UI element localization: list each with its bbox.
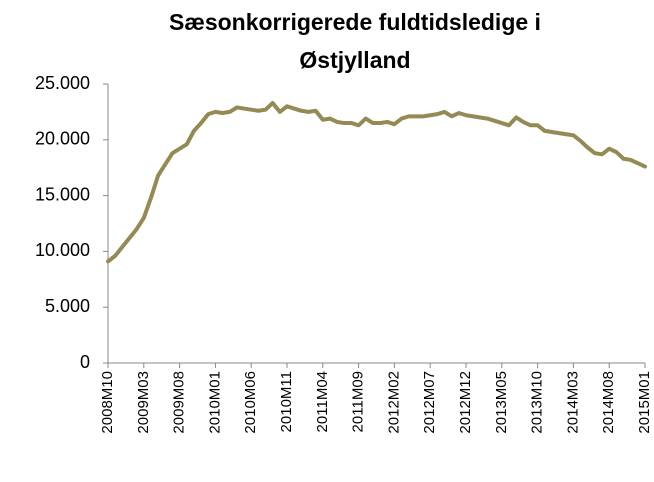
x-tick-label: 2012M02 [385, 371, 402, 434]
x-tick-label: 2011M04 [314, 371, 331, 432]
x-tick-label: 2010M11 [278, 371, 295, 432]
x-tick-label: 2010M01 [206, 371, 223, 434]
chart-title: Sæsonkorrigerede fuldtidsledige i [169, 9, 541, 35]
y-tick-label: 20.000 [35, 129, 90, 149]
y-tick-label: 15.000 [35, 184, 90, 204]
x-tick-label: 2009M08 [171, 371, 188, 434]
y-tick-label: 10.000 [35, 240, 90, 260]
x-tick-label: 2013M10 [529, 371, 546, 434]
x-tick-label: 2009M03 [135, 371, 152, 434]
y-tick-label: 5.000 [45, 296, 90, 316]
x-tick-label: 2010M06 [242, 371, 259, 434]
chart-title: Østjylland [299, 47, 410, 73]
x-tick-label: 2011M09 [350, 371, 367, 432]
x-tick-label: 2014M03 [564, 371, 581, 434]
y-tick-label: 0 [80, 352, 90, 372]
x-tick-label: 2015M01 [636, 371, 653, 434]
x-tick-label: 2012M12 [457, 371, 474, 434]
x-tick-label: 2008M10 [99, 371, 116, 434]
y-tick-label: 25.000 [35, 73, 90, 93]
line-series [106, 100, 647, 264]
x-tick-label: 2012M07 [421, 371, 438, 434]
x-tick-label: 2013M05 [493, 371, 510, 434]
x-tick-label: 2014M08 [600, 371, 617, 434]
